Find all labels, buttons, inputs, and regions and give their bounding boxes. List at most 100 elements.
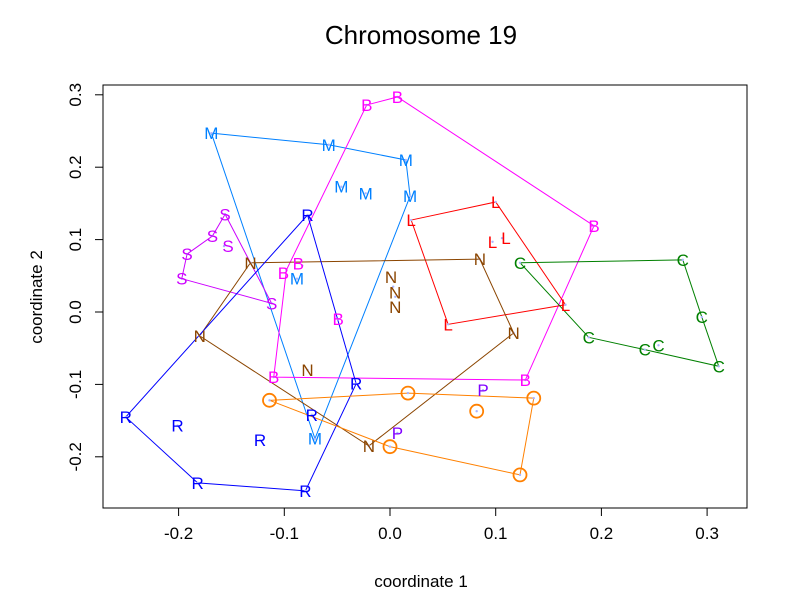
point-n: N [363,437,375,456]
point-marker-b [524,378,527,382]
hull-o [269,392,535,476]
point-marker-r [124,415,127,419]
point-n: N [508,324,520,343]
point-marker-b [285,268,288,272]
x-axis: -0.2 -0.1 0.0 0.1 0.2 0.3 [164,508,719,543]
point-b: B [392,88,403,107]
point-marker-o [518,473,522,477]
point-marker-b [301,264,304,267]
point-n: N [389,284,401,303]
point-l: L [561,296,570,315]
point-b: B [520,371,531,390]
chart-title: Chromosome 19 [325,20,517,50]
point-marker-m [327,143,330,146]
point-marker-r [306,213,309,217]
point-marker-o [268,399,271,402]
point-b: B [361,96,372,115]
point-marker-m [313,437,317,440]
point-marker-o [475,409,478,413]
point-m: M [322,136,336,155]
point-l: L [501,229,510,248]
point-marker-n [306,368,309,372]
point-marker-l [500,236,504,240]
point-marker-n [512,331,515,335]
point-marker-r [196,481,199,485]
point-marker-l [491,240,494,243]
point-b: B [588,217,599,236]
point-c: C [713,357,725,376]
y-tick-label: -0.1 [66,370,85,399]
point-s: S [176,270,187,289]
y-tick-label: -0.2 [66,442,85,471]
point-r: R [301,206,313,225]
point-l: L [443,315,452,334]
point-marker-c [717,365,720,368]
point-marker-s [185,252,189,256]
point-o [400,385,416,401]
hull-c [518,259,720,367]
point-b: B [278,264,289,283]
point-marker-b [337,318,340,321]
y-tick-label: 0.1 [66,228,85,252]
point-p: P [477,381,488,400]
point-marker-n [249,261,252,264]
point-marker-c [518,261,522,264]
y-tick-label: 0.2 [66,155,85,179]
point-n: N [194,327,206,346]
point-p: P [392,424,403,443]
point-marker-n [198,334,201,338]
point-r: R [171,417,183,436]
point-m: M [308,430,322,449]
point-marker-r [354,382,358,385]
point-b: B [293,255,304,274]
point-o [526,390,542,406]
point-r: R [120,408,132,427]
point-marker-o [532,396,535,400]
x-tick-label: -0.1 [270,524,299,543]
point-n: N [389,298,401,317]
point-marker-s [270,302,273,305]
x-tick-label: 0.0 [378,524,402,543]
point-marker-b [272,375,275,379]
point-s: S [181,245,192,264]
point-r: R [299,482,311,501]
point-c: C [639,341,651,360]
point-marker-l [409,218,413,222]
point-m: M [334,178,348,197]
point-n: N [385,268,397,287]
point-l: L [488,233,497,252]
x-tick-label: 0.3 [695,524,719,543]
point-c: C [583,328,595,347]
x-tick-label: 0.1 [484,524,508,543]
point-marker-r [310,413,313,417]
point-marker-l [564,303,567,306]
point-marker-o [388,445,392,448]
point-marker-o [406,391,410,395]
point-m: M [290,270,304,289]
point-o [469,403,485,419]
point-o [382,439,398,455]
point-marker-p [396,431,399,435]
point-marker-n [391,285,395,288]
point-marker-r [258,438,262,442]
point-marker-c [681,258,684,262]
point-marker-s [223,213,227,216]
point-o [262,392,277,408]
point-marker-c [643,348,646,351]
point-m: M [399,151,413,170]
point-r: R [306,406,318,425]
hull-n [199,258,515,447]
point-marker-m [210,131,213,135]
point-b: B [333,310,344,329]
y-tick-label: 0.0 [66,300,85,324]
point-n: N [301,361,313,380]
plot-frame [102,84,748,509]
point-marker-c [657,344,660,347]
point-c: C [514,254,526,273]
point-marker-c [587,336,590,339]
point-marker-n [478,257,482,261]
point-s: S [222,237,233,256]
point-s: S [266,294,277,313]
point-marker-m [295,277,299,280]
